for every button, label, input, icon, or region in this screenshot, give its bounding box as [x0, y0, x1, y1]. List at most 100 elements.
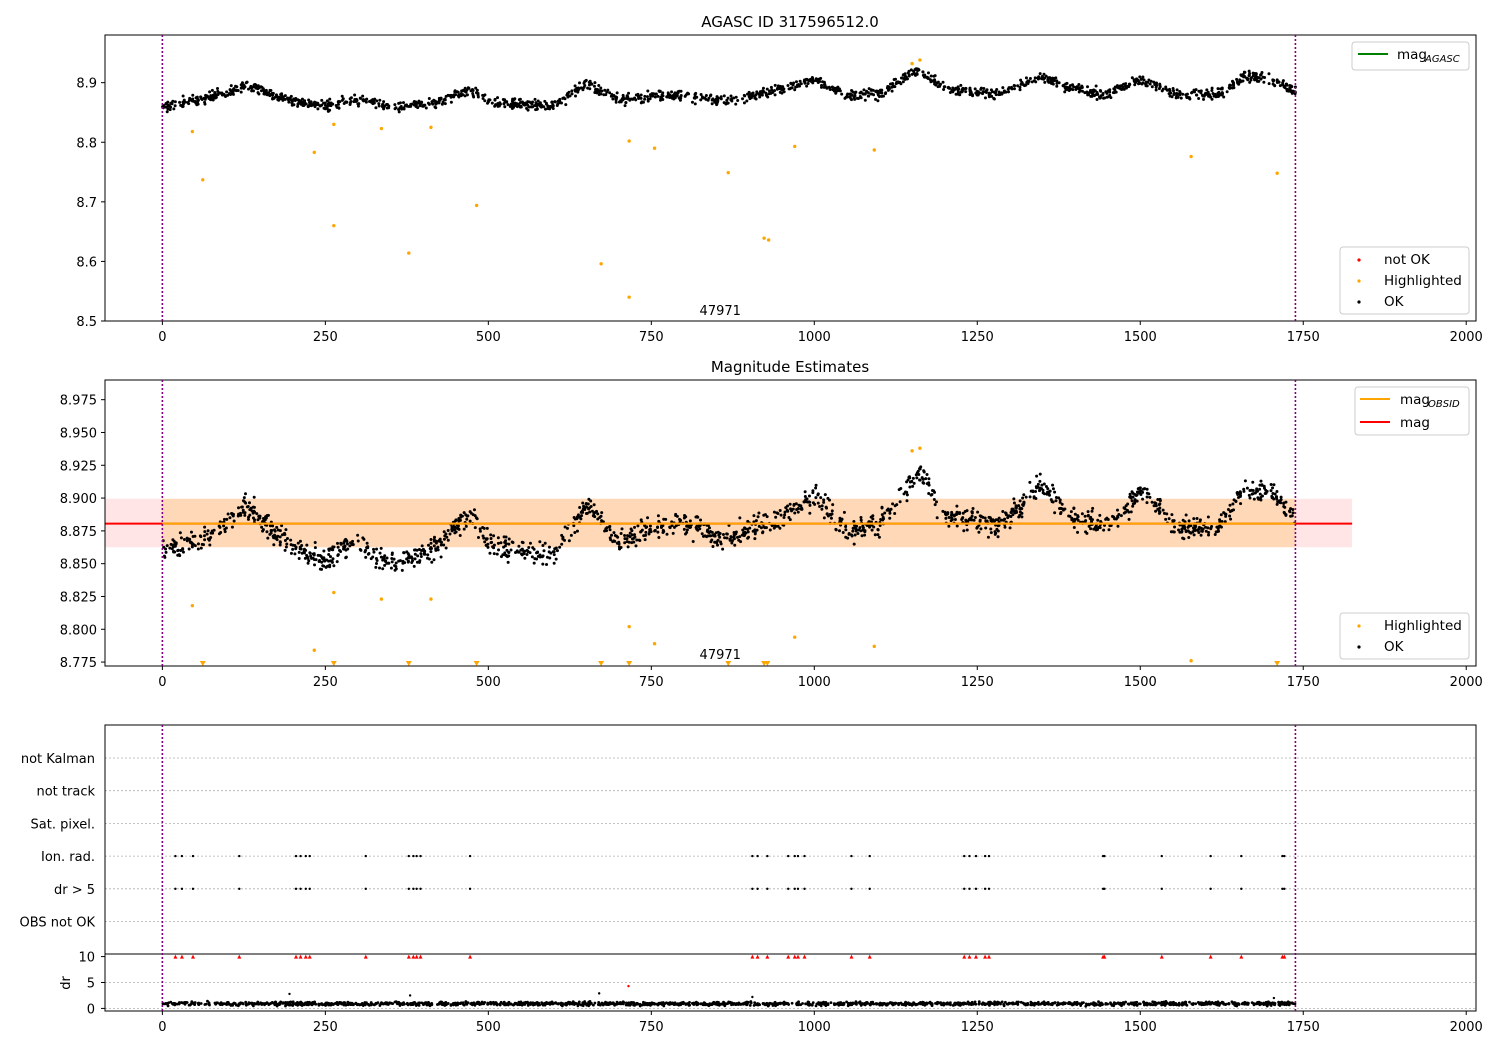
- ok-point: [855, 528, 858, 531]
- ok-point: [892, 84, 895, 87]
- ok-point: [826, 513, 829, 516]
- y-tick-label: 8.825: [60, 590, 97, 605]
- legend-highlighted-marker: [1357, 279, 1360, 282]
- ok-point: [736, 99, 739, 102]
- ok-point: [488, 98, 491, 101]
- ok-point: [384, 560, 387, 563]
- ok-point: [1119, 84, 1122, 87]
- flag-point: [756, 855, 758, 857]
- ok-point: [1055, 79, 1058, 82]
- ok-point: [335, 106, 338, 109]
- ok-point: [442, 100, 445, 103]
- highlighted-point: [407, 251, 410, 254]
- ok-point: [843, 511, 846, 514]
- ok-point: [576, 530, 579, 533]
- ok-point: [435, 101, 438, 104]
- ok-point: [1058, 507, 1061, 510]
- ok-point: [290, 543, 293, 546]
- ok-point: [556, 549, 559, 552]
- ok-point: [1156, 508, 1159, 511]
- ok-point: [477, 536, 480, 539]
- ok-point: [1248, 494, 1251, 497]
- ok-point: [1108, 94, 1111, 97]
- ok-point: [519, 549, 522, 552]
- ok-point: [725, 102, 728, 105]
- ok-point: [250, 89, 253, 92]
- highlighted-point: [653, 147, 656, 150]
- ok-point: [214, 97, 217, 100]
- legend2-ok-label: OK: [1384, 639, 1405, 655]
- ok-point: [1035, 475, 1038, 478]
- ok-point: [375, 562, 378, 565]
- ok-point: [430, 542, 433, 545]
- dr-point: [177, 1002, 180, 1005]
- ok-point: [1116, 509, 1119, 512]
- ok-point: [421, 544, 424, 547]
- ok-point: [633, 526, 636, 529]
- legend-highlighted-label: Highlighted: [1384, 273, 1462, 289]
- ok-point: [463, 528, 466, 531]
- ok-point: [1077, 519, 1080, 522]
- ok-point: [761, 94, 764, 97]
- ok-point: [1271, 486, 1274, 489]
- ok-point: [881, 506, 884, 509]
- ok-point: [444, 97, 447, 100]
- ok-point: [991, 90, 994, 93]
- ok-point: [172, 545, 175, 548]
- ok-point: [1195, 93, 1198, 96]
- ok-point: [578, 506, 581, 509]
- ok-point: [891, 502, 894, 505]
- ok-point: [552, 107, 555, 110]
- ok-point: [626, 97, 629, 100]
- ok-point: [579, 517, 582, 520]
- ok-point: [1131, 499, 1134, 502]
- ok-point: [842, 531, 845, 534]
- ok-point: [743, 101, 746, 104]
- ok-point: [1220, 513, 1223, 516]
- dr-point: [1090, 1002, 1093, 1005]
- ok-point: [211, 529, 214, 532]
- ok-point: [1105, 92, 1108, 95]
- ok-point: [232, 93, 235, 96]
- ok-point: [203, 103, 206, 106]
- ok-point: [1220, 526, 1223, 529]
- ok-point: [1087, 514, 1090, 517]
- ok-point: [314, 541, 317, 544]
- highlighted-point: [380, 127, 383, 130]
- ok-point: [510, 548, 513, 551]
- ok-point: [1129, 493, 1132, 496]
- ok-point: [1271, 492, 1274, 495]
- ok-point: [1091, 92, 1094, 95]
- ok-point: [624, 101, 627, 104]
- highlighted-point: [767, 238, 770, 241]
- ok-point: [247, 516, 250, 519]
- dr-point: [1084, 1005, 1087, 1008]
- ok-point: [888, 512, 891, 515]
- ok-point: [492, 546, 495, 549]
- ok-point: [853, 543, 856, 546]
- ok-point: [750, 96, 753, 99]
- ok-point: [1081, 512, 1084, 515]
- highlighted-point: [727, 171, 730, 174]
- ok-point: [942, 81, 945, 84]
- ok-point: [486, 543, 489, 546]
- ok-point: [429, 550, 432, 553]
- ok-point: [923, 471, 926, 474]
- ok-point: [634, 98, 637, 101]
- ok-point: [454, 93, 457, 96]
- ok-point: [1132, 496, 1135, 499]
- ok-point: [653, 529, 656, 532]
- ok-point: [773, 511, 776, 514]
- ok-point: [1102, 529, 1105, 532]
- ok-point: [285, 543, 288, 546]
- ok-point: [624, 104, 627, 107]
- ok-point: [1008, 86, 1011, 89]
- ok-point: [496, 553, 499, 556]
- ok-point: [870, 516, 873, 519]
- ok-point: [904, 75, 907, 78]
- ok-point: [1165, 512, 1168, 515]
- ok-point: [950, 519, 953, 522]
- ok-point: [781, 87, 784, 90]
- ok-point: [1217, 530, 1220, 533]
- ok-point: [454, 89, 457, 92]
